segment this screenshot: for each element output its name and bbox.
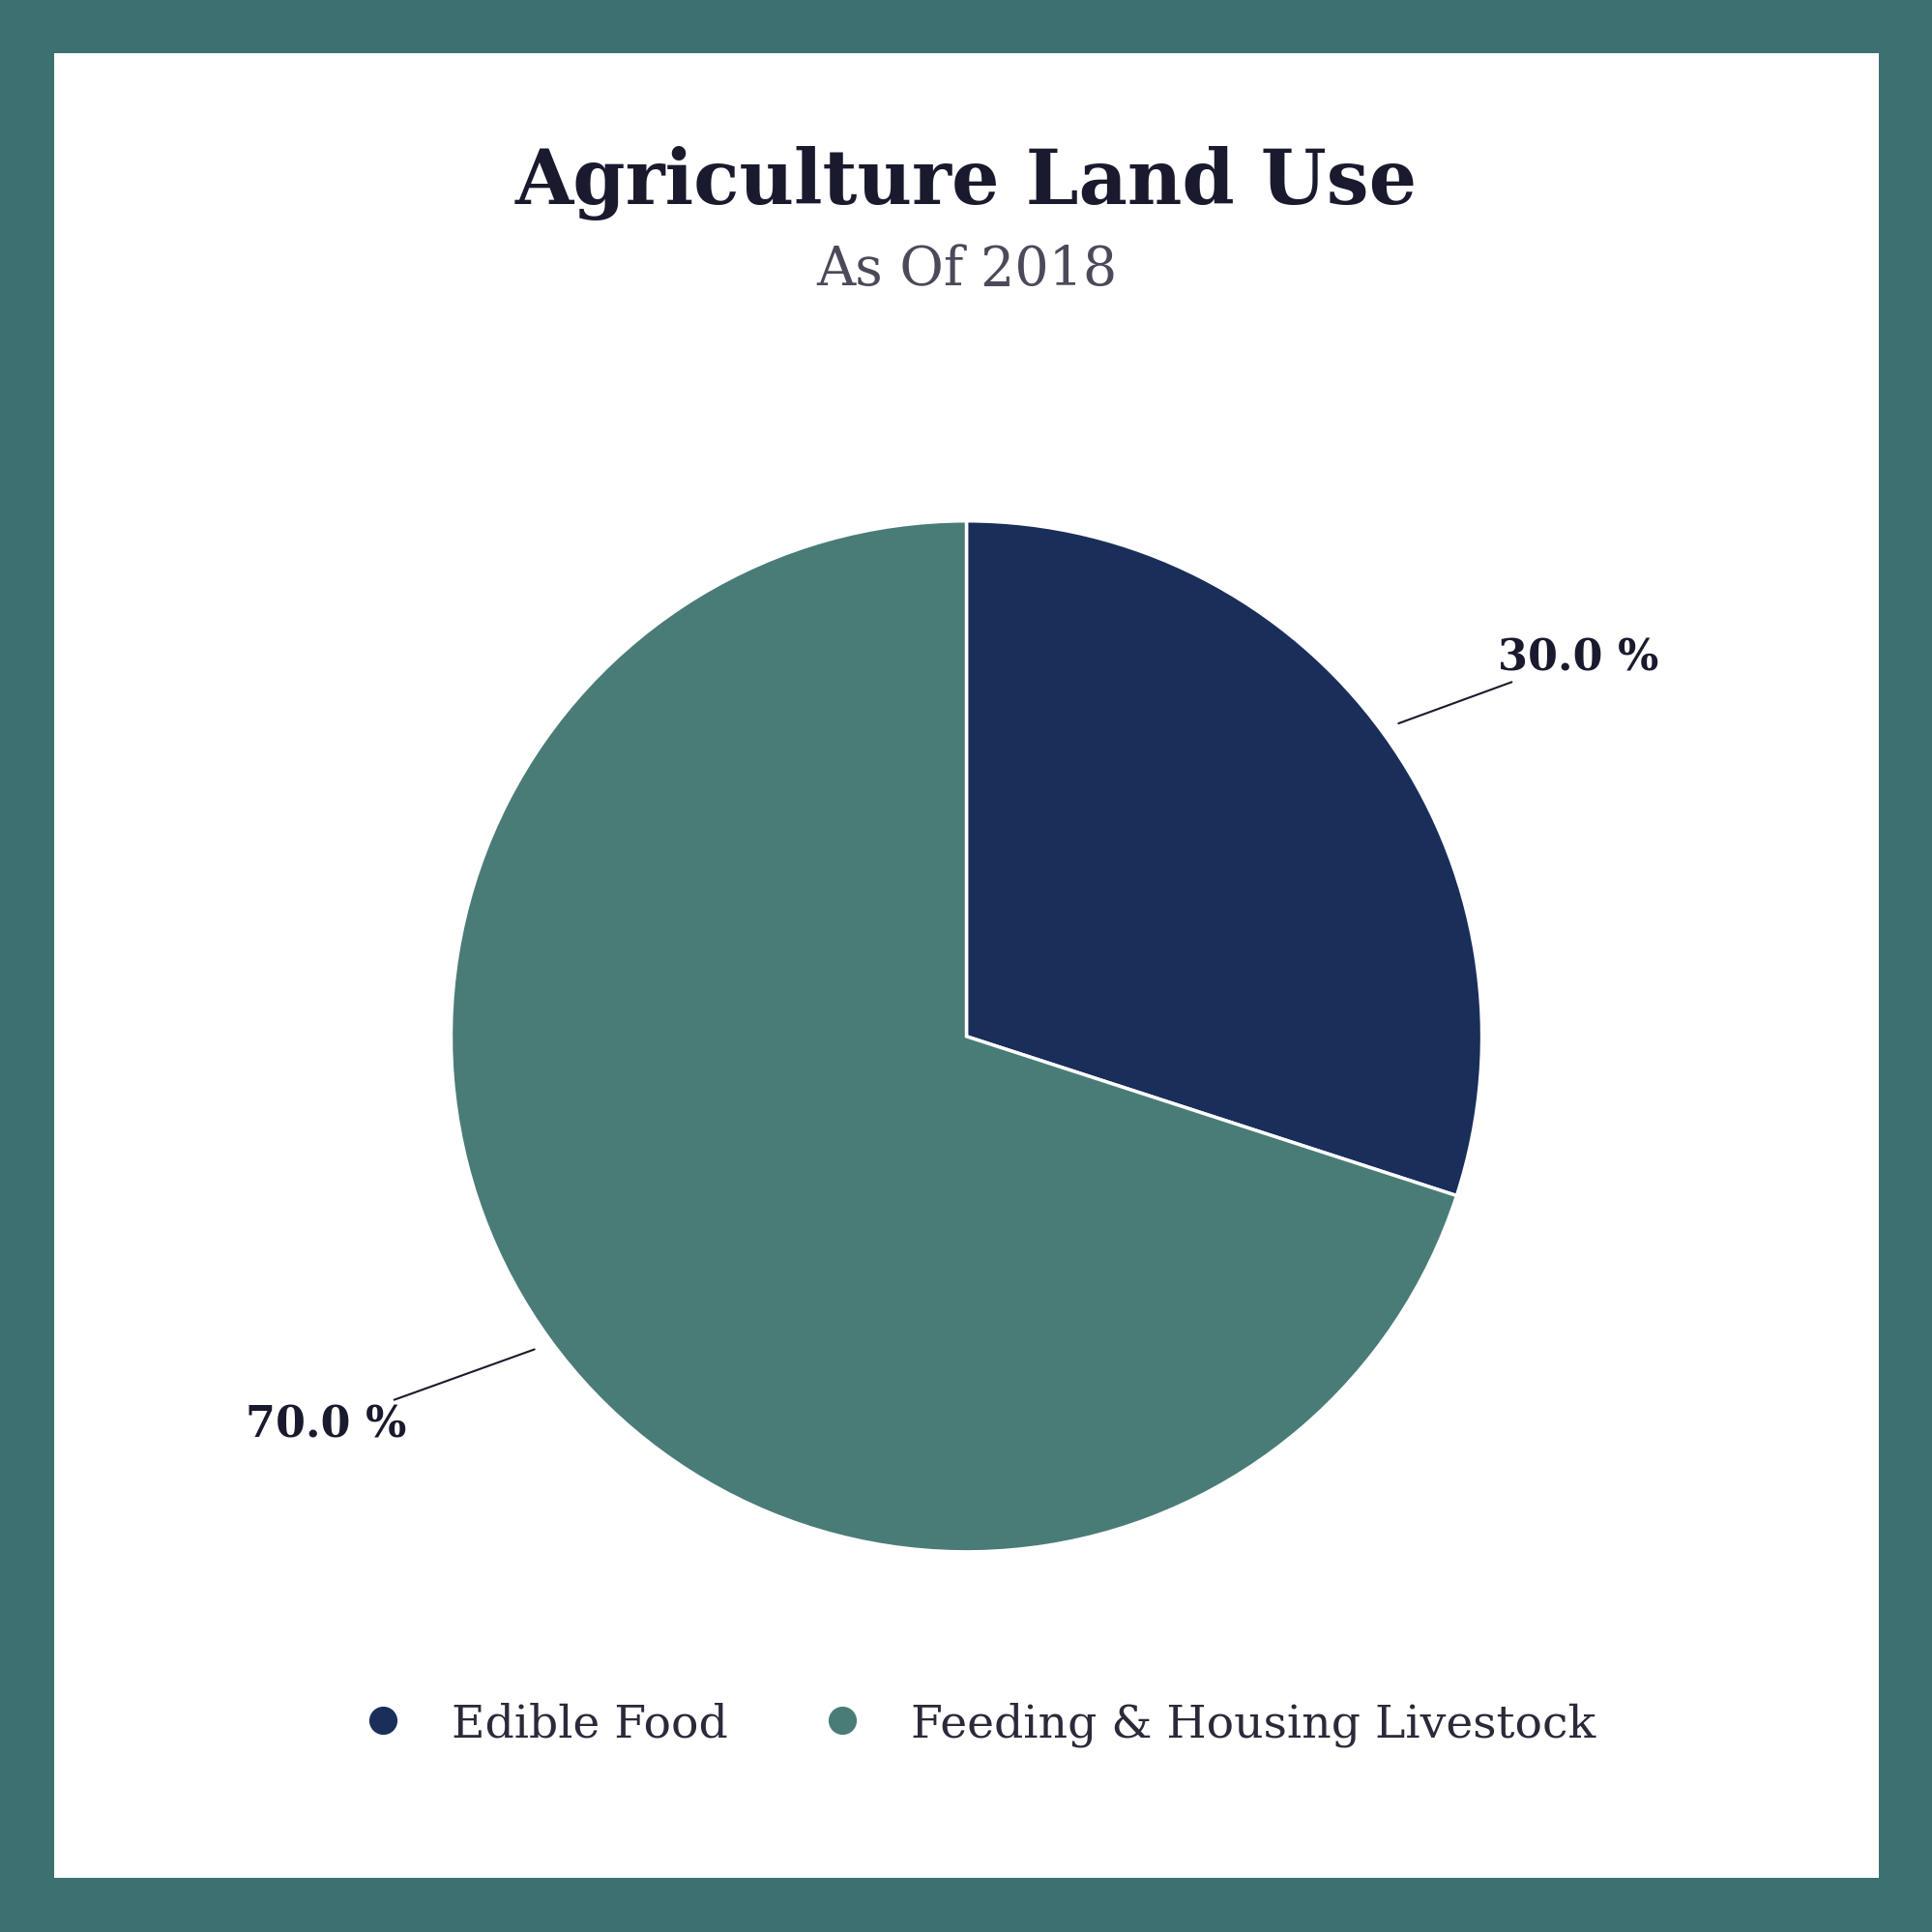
Legend: Edible Food, Feeding & Housing Livestock: Edible Food, Feeding & Housing Livestock: [319, 1683, 1613, 1764]
Wedge shape: [450, 522, 1457, 1551]
Text: 70.0 %: 70.0 %: [245, 1350, 533, 1445]
Text: Agriculture Land Use: Agriculture Land Use: [516, 147, 1416, 220]
Text: As Of 2018: As Of 2018: [815, 243, 1117, 298]
Wedge shape: [966, 522, 1482, 1196]
Text: 30.0 %: 30.0 %: [1399, 638, 1658, 724]
